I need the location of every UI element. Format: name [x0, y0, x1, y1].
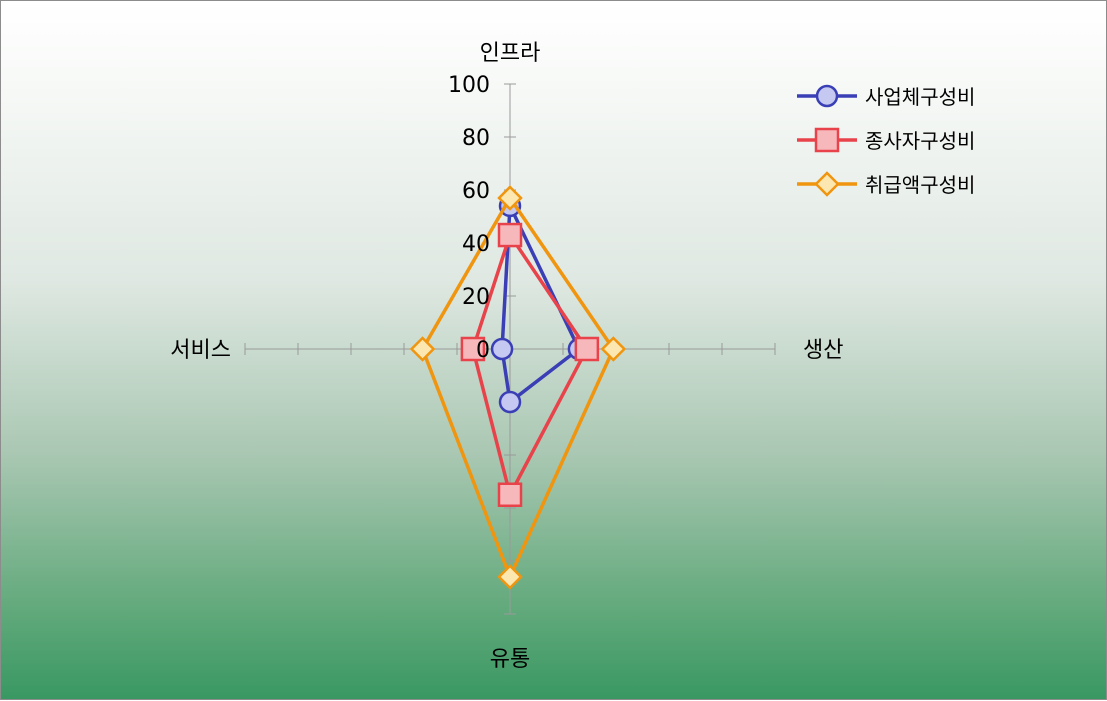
axis-label-2: 생산: [803, 338, 843, 363]
legend-label-3: 취급액구성비: [865, 173, 975, 197]
data-point-s2-3: [497, 482, 523, 507]
radial-tick-label: 80: [462, 126, 490, 151]
axis-label-3: 유통: [490, 647, 530, 672]
axis-label-1: 인프라: [480, 41, 541, 66]
radial-tick-label: 20: [462, 285, 490, 310]
data-point-s1-4: [490, 337, 514, 361]
data-point-s3-3: [497, 564, 523, 590]
radial-tick-label: 40: [462, 232, 490, 257]
series-line-3: [420, 194, 616, 582]
data-point-s3-1: [497, 185, 523, 211]
data-point-s3-4: [409, 336, 436, 362]
series-line-2: [471, 231, 589, 500]
axis-label-4: 서비스: [170, 338, 231, 363]
data-point-s2-2: [574, 336, 600, 362]
data-point-s2-4: [460, 336, 486, 362]
data-point-s1-3: [498, 390, 522, 414]
legend-label-1: 사업체구성비: [865, 85, 975, 109]
legend-marker-1: [815, 84, 839, 108]
legend-label-2: 종사자구성비: [865, 129, 975, 153]
legend-marker-2: [814, 127, 840, 153]
radial-tick-label: 0: [476, 338, 490, 363]
data-point-s2-1: [497, 222, 523, 248]
radial-tick-label: 60: [462, 179, 490, 204]
series-layer: [409, 185, 627, 590]
data-point-s3-2: [600, 336, 627, 362]
radial-tick-label: 100: [448, 73, 490, 98]
legend-marker-3: [814, 171, 840, 197]
